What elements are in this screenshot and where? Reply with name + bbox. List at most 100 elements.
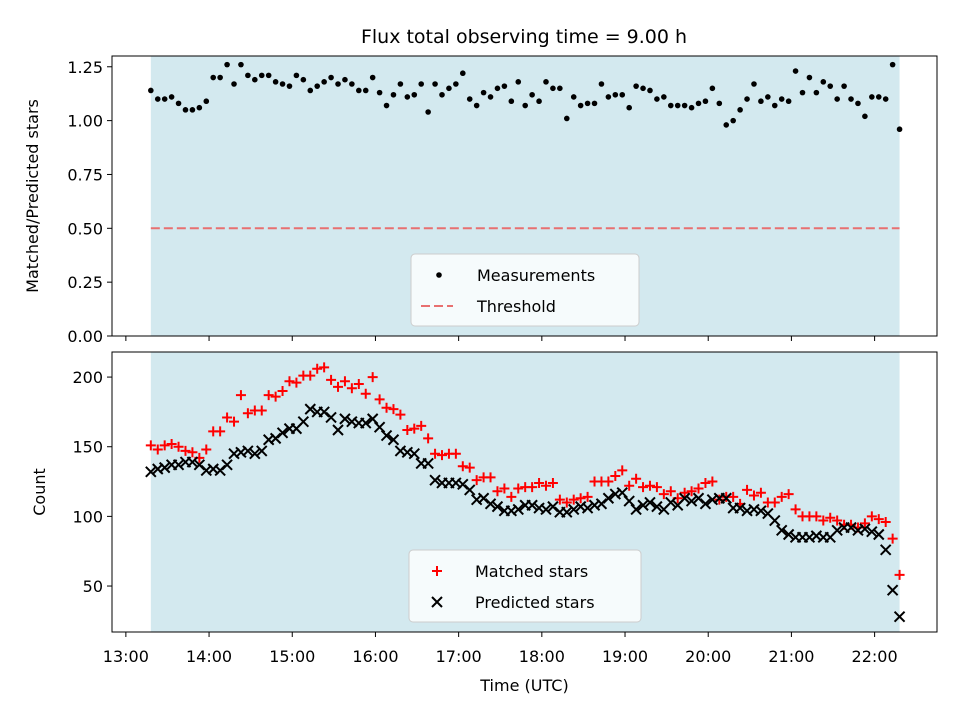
data-point [728, 491, 739, 502]
data-point [360, 417, 372, 429]
data-point [397, 81, 404, 87]
data-point [321, 79, 327, 85]
data-point [203, 98, 210, 105]
data-point [591, 100, 598, 107]
legend-label: Threshold [476, 297, 556, 316]
data-point [557, 85, 563, 92]
data-point [775, 524, 788, 537]
data-point [187, 447, 198, 458]
data-point [630, 503, 642, 516]
data-point [383, 102, 390, 109]
data-point [661, 94, 667, 100]
data-point [360, 388, 371, 399]
legend-label: Measurements [477, 266, 595, 285]
data-point [402, 425, 413, 436]
data-point [430, 448, 441, 459]
data-point [494, 85, 501, 92]
data-point [485, 472, 496, 483]
data-point [515, 79, 522, 85]
data-point [293, 72, 300, 79]
data-point [792, 68, 799, 74]
data-point [148, 87, 154, 94]
y-tick-label: 0.25 [67, 273, 103, 292]
data-point [437, 450, 447, 461]
data-point [616, 486, 628, 499]
x-tick-label: 20:00 [685, 647, 731, 666]
data-point [166, 438, 177, 449]
data-point [328, 74, 334, 81]
data-point [626, 104, 632, 111]
data-point [342, 76, 348, 83]
data-point [665, 496, 677, 509]
data-point [536, 98, 542, 105]
data-point [492, 486, 503, 497]
data-point [896, 126, 903, 133]
data-point [369, 74, 376, 81]
data-point [862, 113, 868, 120]
data-point [602, 492, 615, 504]
data-point [730, 117, 736, 124]
data-point [887, 533, 898, 544]
data-point [256, 445, 268, 457]
data-point [845, 521, 857, 534]
y-tick-label: 1.25 [67, 58, 103, 77]
data-point [686, 486, 697, 497]
x-tick-label: 16:00 [352, 647, 398, 666]
data-point [582, 491, 593, 502]
data-point [409, 423, 420, 434]
bottom-panel-counts: 50 100 150 200 13:00 14:00 15:00 16:00 17:00 18:0… [30, 351, 938, 695]
data-point [778, 96, 785, 102]
series-measurements [148, 61, 903, 133]
x-tick-label: 13:00 [103, 647, 149, 666]
data-point [751, 81, 757, 87]
data-point [790, 504, 801, 515]
data-point [291, 377, 302, 388]
data-point [512, 503, 524, 516]
data-point [464, 462, 475, 473]
legend-label: Predicted stars [475, 593, 595, 612]
data-point [647, 87, 653, 94]
data-point [637, 499, 649, 511]
data-point [362, 87, 369, 94]
data-point [491, 500, 504, 513]
x-tick-label: 21:00 [768, 647, 814, 666]
x-tick-label: 14:00 [186, 647, 232, 666]
data-point [644, 496, 656, 509]
data-point [279, 81, 286, 87]
plot-frame [111, 351, 938, 633]
data-point [638, 482, 649, 493]
data-point [855, 100, 861, 107]
data-point [570, 94, 577, 100]
data-point [879, 544, 892, 556]
data-point [699, 498, 712, 510]
data-point [654, 96, 660, 102]
data-point [866, 511, 877, 522]
data-point [665, 486, 676, 497]
data-point [284, 376, 295, 387]
data-point [825, 512, 836, 523]
data-point [349, 81, 355, 87]
data-point [189, 107, 196, 113]
data-point [834, 96, 840, 102]
data-point [702, 98, 709, 105]
data-point [633, 83, 639, 89]
data-point [603, 476, 614, 487]
data-point [737, 107, 743, 113]
data-point [276, 427, 289, 439]
legend: Measurements Threshold [410, 253, 640, 327]
x-tick-label: 22:00 [852, 647, 898, 666]
data-point [501, 83, 508, 89]
data-point [783, 489, 794, 500]
data-point [522, 102, 528, 109]
data-point [408, 447, 420, 460]
data-point [175, 100, 182, 107]
data-point [411, 91, 418, 98]
y-axis-label: Matched/Predicted stars [23, 99, 42, 293]
data-point [210, 74, 217, 81]
data-point [221, 459, 233, 471]
data-point [889, 61, 896, 68]
data-point [326, 374, 337, 385]
data-point [617, 465, 628, 476]
data-point [418, 81, 425, 87]
